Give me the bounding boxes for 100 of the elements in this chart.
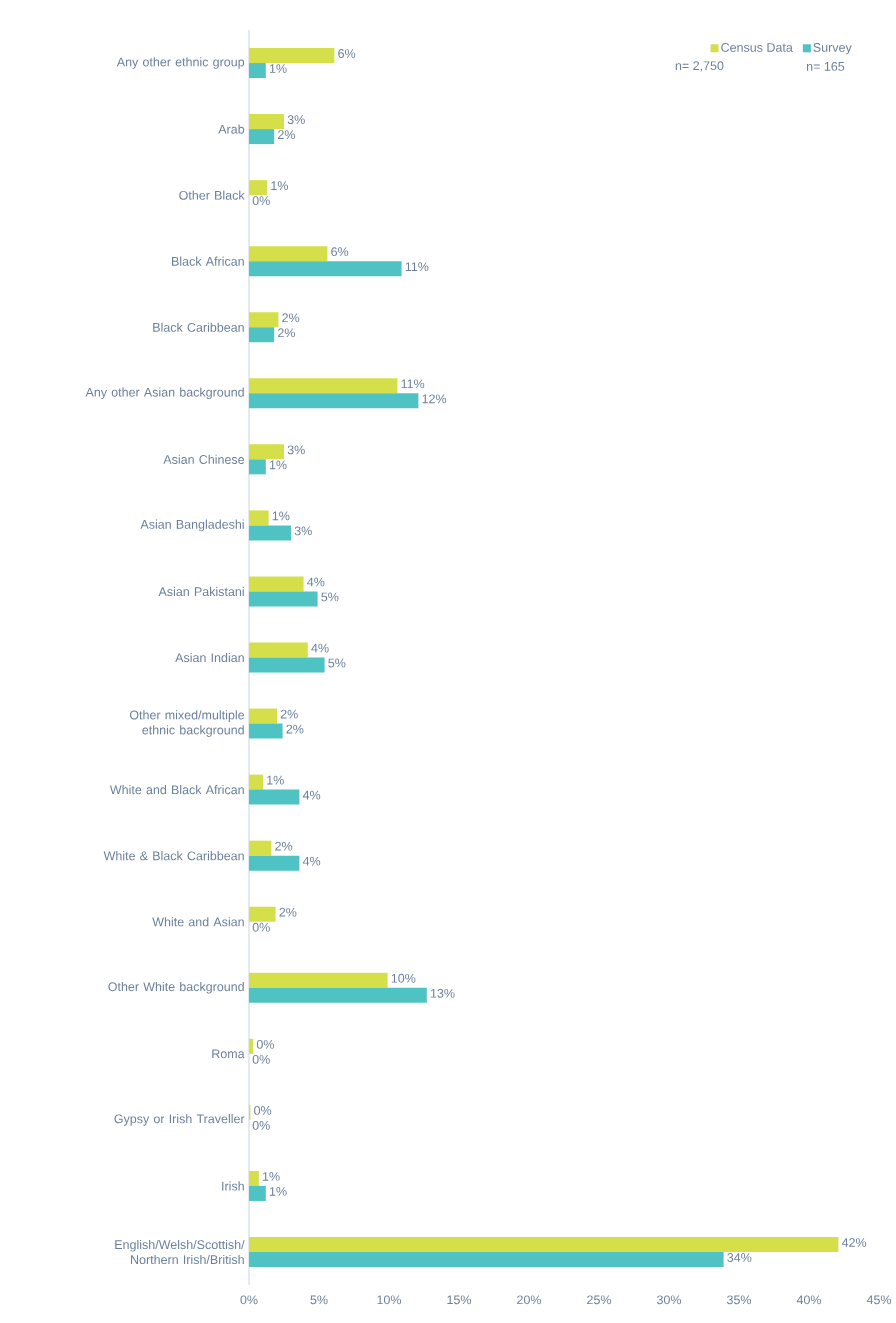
data-label: 3% xyxy=(294,526,312,536)
bar xyxy=(249,657,325,673)
x-tick-label: 15% xyxy=(447,1295,472,1305)
data-label: 2% xyxy=(275,841,293,851)
x-tick-label: 0% xyxy=(240,1295,258,1305)
bar xyxy=(249,906,276,922)
data-label: 0% xyxy=(254,1105,272,1115)
data-label: 11% xyxy=(401,379,425,389)
bar xyxy=(249,591,318,607)
data-label: 2% xyxy=(279,907,297,917)
x-tick-label: 40% xyxy=(796,1295,822,1305)
data-label: 1% xyxy=(263,1172,280,1181)
bar xyxy=(249,972,388,988)
data-label: 11% xyxy=(405,262,429,272)
data-label: 0% xyxy=(252,1054,270,1064)
bar xyxy=(249,312,279,328)
y-tick-label: Gypsy or Irish Traveller xyxy=(114,1114,245,1126)
y-tick-label: White and Black African xyxy=(110,785,244,795)
data-label: 1% xyxy=(270,1187,287,1196)
x-tick-label: 30% xyxy=(657,1295,682,1305)
data-label: 2% xyxy=(286,724,304,734)
bar xyxy=(249,840,272,856)
annotation: n= 2,750 xyxy=(675,61,724,72)
y-tick-label: White and Asian xyxy=(152,917,244,927)
y-tick-label: Black Caribbean xyxy=(153,322,244,332)
y-tick-label: Asian Chinese xyxy=(163,454,245,464)
bar xyxy=(249,525,292,541)
y-tick-label: Asian Pakistani xyxy=(158,586,244,597)
bar xyxy=(249,987,427,1003)
data-label: 5% xyxy=(321,592,339,602)
y-tick-label: English/Welsh/Scottish/Northern Irish/British xyxy=(115,1239,245,1265)
bar xyxy=(249,261,402,277)
data-label: 2% xyxy=(278,328,296,338)
bar xyxy=(249,510,269,526)
bar xyxy=(249,114,285,130)
y-tick-label: Any other Asian background xyxy=(85,387,244,400)
data-label: 6% xyxy=(338,49,356,58)
data-label: 4% xyxy=(303,790,321,800)
y-tick-label: Roma xyxy=(212,1049,245,1059)
x-tick-label: 10% xyxy=(377,1295,402,1305)
data-label: 3% xyxy=(287,445,305,455)
data-label: 2% xyxy=(278,130,296,139)
data-label: 2% xyxy=(280,709,298,719)
bar xyxy=(249,576,304,592)
legend-label: Survey xyxy=(813,43,852,55)
x-tick-label: 20% xyxy=(517,1295,542,1305)
data-label: 1% xyxy=(270,64,287,73)
bar xyxy=(249,327,275,343)
bar xyxy=(249,708,278,724)
x-tick-label: 45% xyxy=(866,1295,892,1305)
bar xyxy=(249,855,300,871)
data-label: 0% xyxy=(252,196,270,206)
bar xyxy=(249,774,264,790)
data-label: 0% xyxy=(252,1120,270,1130)
bar xyxy=(249,789,300,805)
y-tick-label: Arab xyxy=(218,124,245,134)
bar xyxy=(249,459,266,475)
bar xyxy=(249,1038,254,1054)
data-label: 4% xyxy=(307,577,325,587)
bar xyxy=(249,723,283,739)
y-tick-label: Irish xyxy=(222,1181,244,1191)
bar xyxy=(249,393,419,409)
bar xyxy=(249,1251,724,1267)
bar xyxy=(249,48,335,64)
data-label: 34% xyxy=(727,1253,752,1262)
y-tick-label: Any other ethnic group xyxy=(116,57,245,69)
data-label: 0% xyxy=(252,922,270,932)
y-tick-label: Other Black xyxy=(179,190,245,200)
data-label: 3% xyxy=(287,115,305,125)
data-label: 13% xyxy=(431,988,455,998)
data-label: 1% xyxy=(272,511,290,521)
x-tick-label: 35% xyxy=(727,1295,752,1305)
data-label: 4% xyxy=(303,856,321,866)
data-label: 1% xyxy=(267,775,284,785)
data-label: 42% xyxy=(842,1238,867,1247)
legend-label: Census Data xyxy=(721,43,793,52)
data-label: 12% xyxy=(422,394,447,404)
bar xyxy=(249,642,308,658)
annotation: n= 165 xyxy=(807,62,845,71)
bar xyxy=(249,1170,259,1186)
bar xyxy=(249,378,398,394)
data-label: 5% xyxy=(328,658,346,668)
data-label: 4% xyxy=(311,643,329,653)
data-label: 6% xyxy=(331,247,349,257)
y-tick-label: White & Black Caribbean xyxy=(103,851,244,861)
bar xyxy=(249,1185,266,1201)
y-tick-label: Asian Indian xyxy=(175,652,244,663)
x-tick-label: 5% xyxy=(310,1295,328,1305)
data-label: 0% xyxy=(257,1039,275,1049)
data-label: 2% xyxy=(282,313,300,323)
bar xyxy=(249,1236,839,1252)
x-tick-label: 25% xyxy=(587,1295,612,1305)
bar xyxy=(249,180,268,196)
y-tick-label: Other White background xyxy=(108,981,244,994)
bar xyxy=(249,246,328,262)
y-tick-label: Asian Bangladeshi xyxy=(140,519,244,532)
y-tick-label: Black African xyxy=(172,256,244,266)
data-label: 1% xyxy=(271,181,289,191)
data-label: 10% xyxy=(391,973,416,983)
data-label: 1% xyxy=(270,460,287,470)
